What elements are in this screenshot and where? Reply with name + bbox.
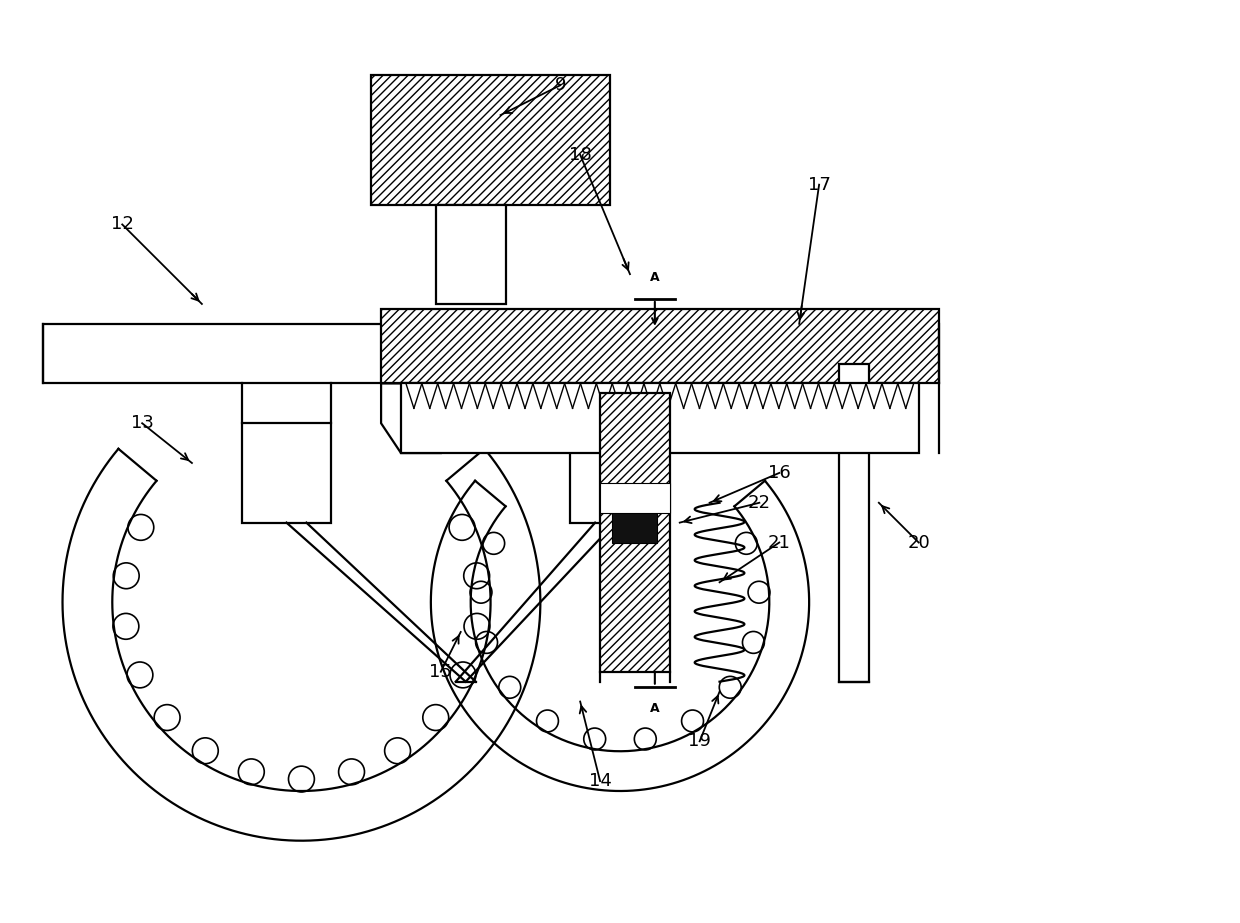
Bar (435, 205, 506, 304)
Bar (613, 503, 657, 543)
Bar (570, 424, 660, 522)
Bar (600, 483, 670, 512)
Text: 21: 21 (768, 533, 791, 552)
Bar (401, 383, 919, 453)
Bar (839, 364, 869, 682)
Text: 22: 22 (748, 494, 771, 511)
Text: A: A (650, 701, 660, 714)
Bar (42, 324, 919, 383)
Text: 12: 12 (110, 215, 134, 234)
Bar (381, 309, 939, 383)
Text: 18: 18 (569, 146, 591, 164)
Text: 14: 14 (589, 772, 611, 790)
Polygon shape (381, 383, 440, 453)
Text: 19: 19 (688, 732, 711, 750)
Text: 15: 15 (429, 663, 453, 681)
Text: 9: 9 (554, 77, 565, 94)
Text: 20: 20 (908, 533, 930, 552)
Bar (600, 393, 670, 672)
Bar (242, 424, 331, 522)
Bar (371, 76, 610, 205)
Text: 16: 16 (768, 464, 791, 482)
Text: A: A (650, 271, 660, 284)
Text: 13: 13 (130, 414, 154, 432)
Text: 17: 17 (807, 175, 831, 194)
